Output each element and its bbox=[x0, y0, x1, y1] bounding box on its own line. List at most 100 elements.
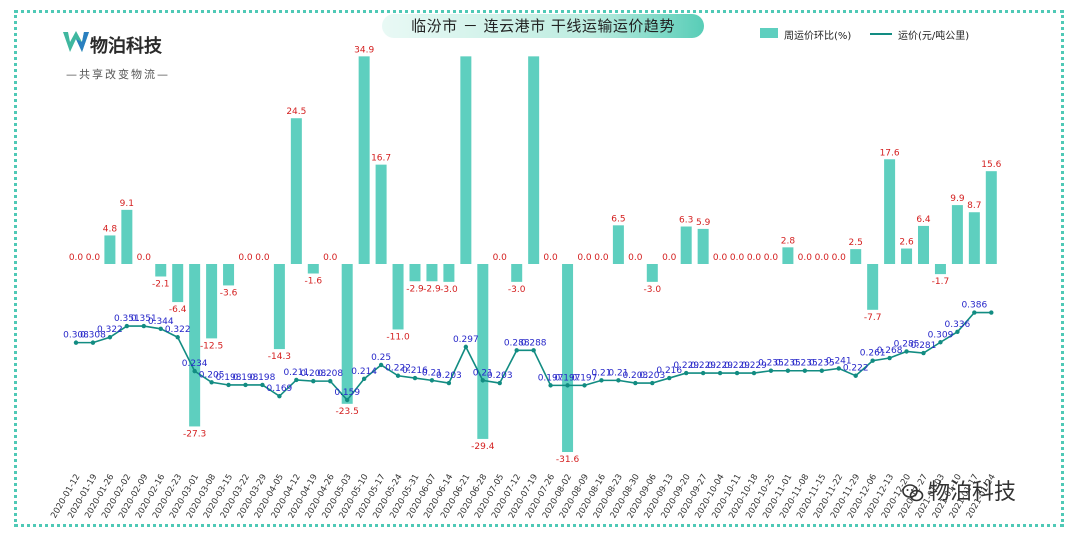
line-point bbox=[599, 378, 604, 383]
line-data-label: 0.297 bbox=[453, 335, 479, 345]
line-point bbox=[107, 335, 113, 340]
bar-data-label: 8.7 bbox=[967, 201, 981, 211]
bar-label-group: 0.0 0.04.89.10.0-2.1-6.4-27.3-12.5-3.60.0… bbox=[69, 45, 1002, 465]
bar-data-label: 0.0 bbox=[543, 253, 558, 263]
bar-data-label: 6.4 bbox=[916, 215, 931, 225]
line-data-label: 0.336 bbox=[945, 320, 971, 330]
line-data-label: 0.25 bbox=[371, 353, 391, 363]
bar-data-label: -1.6 bbox=[305, 277, 323, 287]
line-data-label: 0.288 bbox=[521, 338, 547, 348]
line-data-label: 0.351 bbox=[131, 314, 157, 324]
bar bbox=[290, 118, 302, 264]
line-data-label: 0.235 bbox=[758, 359, 784, 369]
line-data-label: 0.344 bbox=[148, 317, 174, 327]
legend-line-swatch bbox=[870, 33, 892, 35]
line-data-label: 0.229 bbox=[707, 361, 733, 371]
line-point bbox=[158, 326, 163, 331]
bar bbox=[307, 264, 319, 274]
bar-data-label: 9.9 bbox=[950, 194, 965, 204]
bar bbox=[968, 212, 980, 264]
line-point bbox=[345, 397, 350, 403]
line-point bbox=[667, 375, 672, 381]
line-point bbox=[650, 380, 655, 386]
line-point bbox=[717, 370, 723, 376]
line-point bbox=[361, 376, 367, 382]
bar-data-label: -3.6 bbox=[220, 288, 238, 298]
line-point bbox=[938, 340, 943, 345]
line-data-label: 0.222 bbox=[385, 364, 411, 374]
w-leaf-logo-icon bbox=[63, 31, 89, 52]
line-point bbox=[90, 340, 96, 345]
line-data-label: 0.208 bbox=[300, 369, 326, 379]
line-data-label: 0.235 bbox=[809, 359, 835, 369]
bar-data-label: 9.1 bbox=[120, 199, 134, 209]
bar bbox=[918, 225, 929, 264]
line-point bbox=[887, 355, 892, 361]
bar-data-label: -3.0 bbox=[440, 285, 458, 295]
line-point bbox=[514, 348, 519, 353]
bar bbox=[867, 264, 879, 310]
bar-data-label: 0.0 bbox=[323, 253, 338, 263]
bar-data-label: 15.6 bbox=[981, 160, 1001, 170]
line-point bbox=[497, 380, 502, 386]
brand-slogan: —共享改变物流— bbox=[66, 68, 170, 81]
bar bbox=[460, 56, 472, 264]
bar-data-label: -31.6 bbox=[556, 455, 580, 465]
x-axis-tick-labels: 2020-01-122020-01-192020-01-262020-02-02… bbox=[49, 472, 998, 520]
watermark: 物泊科技 bbox=[902, 474, 1016, 506]
bar-data-label: -29.4 bbox=[471, 442, 495, 452]
bar-data-label: 0.0 bbox=[832, 253, 847, 263]
line-data-label: 0.268 bbox=[877, 346, 903, 356]
bar-data-label: -1.7 bbox=[932, 277, 950, 287]
line-data-label: 0.203 bbox=[487, 371, 513, 381]
line-point bbox=[243, 382, 248, 388]
bar-data-label: -7.7 bbox=[864, 313, 882, 323]
bar-data-label: -12.5 bbox=[200, 341, 223, 351]
line-data-label: 0.198 bbox=[233, 373, 259, 383]
line-point bbox=[684, 370, 689, 376]
bar-data-label: 0.0 bbox=[86, 253, 101, 263]
line-data-label: 0.211 bbox=[283, 368, 309, 378]
bar-data-label: -3.0 bbox=[644, 285, 662, 295]
legend-bar-swatch bbox=[760, 28, 778, 38]
line-point bbox=[802, 368, 808, 373]
bar bbox=[511, 264, 523, 282]
line-data-label: 0.214 bbox=[351, 367, 377, 377]
bar bbox=[528, 56, 540, 264]
line-point bbox=[734, 370, 740, 376]
line-series bbox=[73, 310, 994, 403]
line-data-label: 0.21 bbox=[422, 368, 442, 378]
bar bbox=[646, 264, 658, 282]
line-data-label: 0.203 bbox=[622, 371, 648, 381]
bar bbox=[358, 56, 370, 264]
bar-data-label: -2.9 bbox=[406, 284, 424, 294]
legend-line-label: 运价(元/吨公里) bbox=[898, 31, 970, 42]
line-data-label: 0.322 bbox=[97, 325, 123, 335]
line-point bbox=[124, 323, 130, 329]
line-point bbox=[73, 340, 79, 345]
bar bbox=[934, 264, 946, 275]
bar bbox=[409, 264, 421, 282]
line-point bbox=[785, 368, 791, 373]
line-data-label: 0.159 bbox=[334, 388, 360, 398]
bar-data-label: 0.0 bbox=[628, 253, 643, 263]
bar bbox=[985, 171, 997, 264]
line-point bbox=[192, 368, 197, 374]
line-data-label: 0.216 bbox=[402, 366, 428, 376]
line-data-label: 0.222 bbox=[843, 364, 869, 374]
line-point bbox=[209, 380, 214, 385]
line-point bbox=[548, 383, 553, 388]
line-point bbox=[429, 378, 435, 383]
line-data-label: 0.208 bbox=[317, 369, 343, 379]
line-data-label: 0.386 bbox=[961, 301, 987, 311]
title-pill bbox=[382, 14, 704, 38]
bar-data-label: 0.0 bbox=[69, 253, 84, 263]
bar-data-label: -6.4 bbox=[169, 305, 187, 315]
bar bbox=[155, 264, 167, 277]
bar-data-label: 0.0 bbox=[594, 253, 609, 263]
bar-data-label: 34.9 bbox=[354, 45, 374, 55]
line-data-label: 0.234 bbox=[182, 359, 208, 369]
brand-name: 物泊科技 bbox=[90, 36, 162, 57]
